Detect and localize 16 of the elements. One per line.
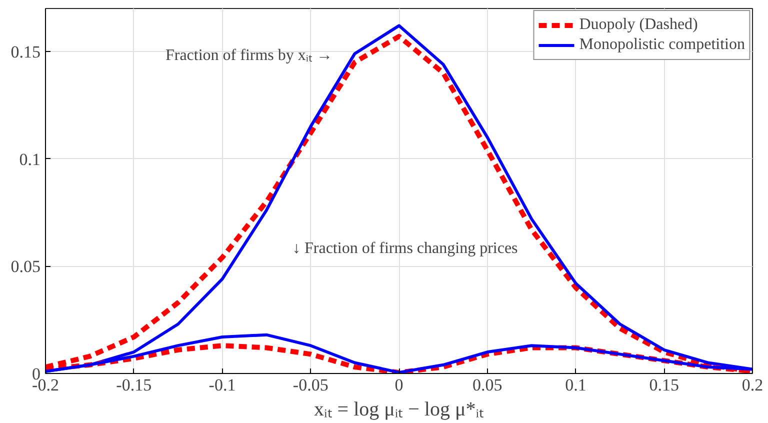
annotation: ↓ Fraction of firms changing prices (292, 240, 518, 257)
x-tick-label: -0.05 (292, 376, 328, 394)
legend-label: Duopoly (Dashed) (579, 16, 698, 34)
x-tick-label: 0 (394, 376, 404, 394)
y-tick-label: 0.05 (10, 257, 40, 276)
x-tick-label: 0.1 (565, 376, 586, 394)
annotation: Fraction of firms by xᵢₜ → (165, 47, 333, 64)
y-tick-label: 0.15 (10, 42, 40, 62)
x-axis-title: xᵢₜ = log μᵢₜ − log μ*ᵢₜ (314, 398, 484, 420)
x-tick-label: -0.15 (116, 376, 152, 394)
x-tick-label: 0.05 (472, 376, 502, 394)
x-tick-label: 0.15 (649, 376, 679, 394)
y-tick-label: 0.1 (19, 150, 40, 169)
x-tick-label: 0.2 (742, 376, 764, 394)
legend-label: Monopolistic competition (579, 36, 745, 54)
x-tick-label: -0.1 (208, 376, 236, 394)
